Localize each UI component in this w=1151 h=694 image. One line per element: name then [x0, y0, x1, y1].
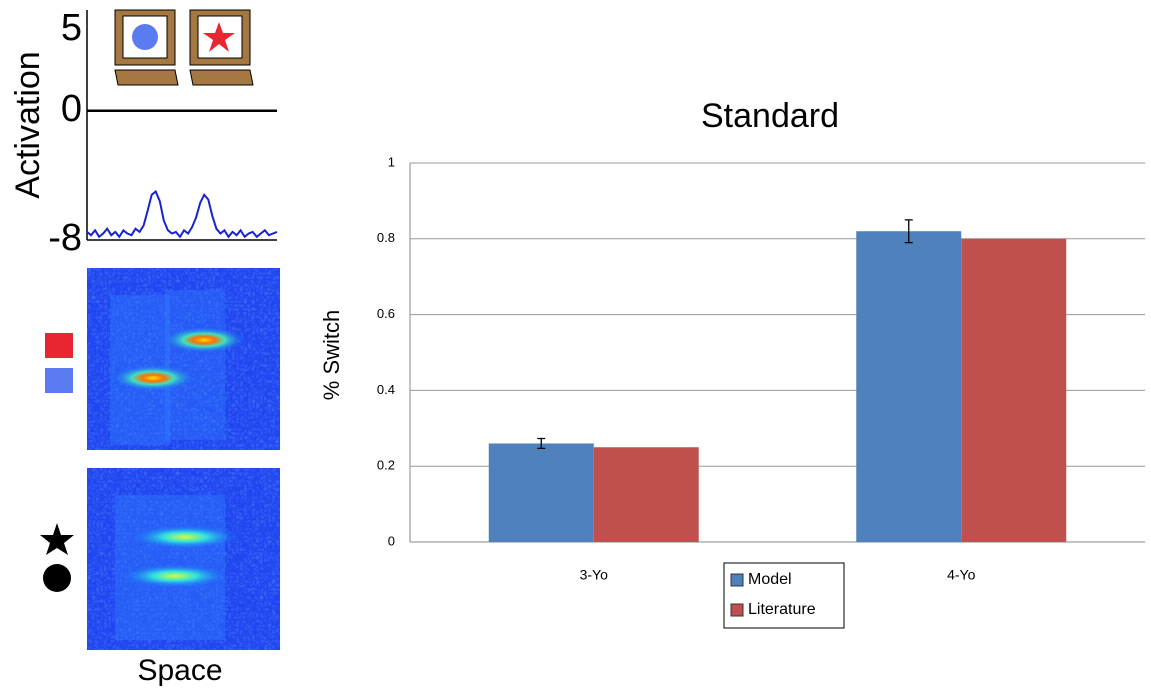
y-tick-label: 0.4 [377, 382, 395, 397]
y-tick-label: -8 [48, 217, 82, 259]
bar [489, 443, 594, 542]
legend-label: Literature [748, 601, 816, 618]
legend-swatch [731, 604, 743, 616]
bar [961, 239, 1066, 542]
bar [856, 231, 961, 542]
y-axis-label: % Switch [319, 310, 344, 400]
y-tick-label: 0 [61, 88, 82, 130]
activation-line [87, 192, 277, 237]
computer-icons [115, 10, 253, 85]
heatmaps [40, 268, 280, 650]
y-tick-label: 0.8 [377, 230, 395, 245]
y-tick-label: 5 [61, 7, 82, 49]
legend-swatch [731, 574, 743, 586]
y-tick-label: 0.6 [377, 306, 395, 321]
x-tick-label: 4-Yo [947, 567, 976, 583]
chart-title: Standard [701, 97, 839, 135]
y-tick-label: 0.2 [377, 458, 395, 473]
x-tick-label: 3-Yo [580, 567, 609, 583]
figure: 5 0 -8Activation Space Standard % Switch 0 0.2 0… [0, 0, 1151, 694]
y-tick-label: 1 [388, 154, 395, 169]
y-tick-label: 0 [388, 533, 395, 548]
legend-label: Model [748, 571, 792, 588]
x-axis-label: Space [137, 654, 222, 687]
bar [594, 447, 699, 542]
y-axis-label: Activation [9, 51, 47, 198]
